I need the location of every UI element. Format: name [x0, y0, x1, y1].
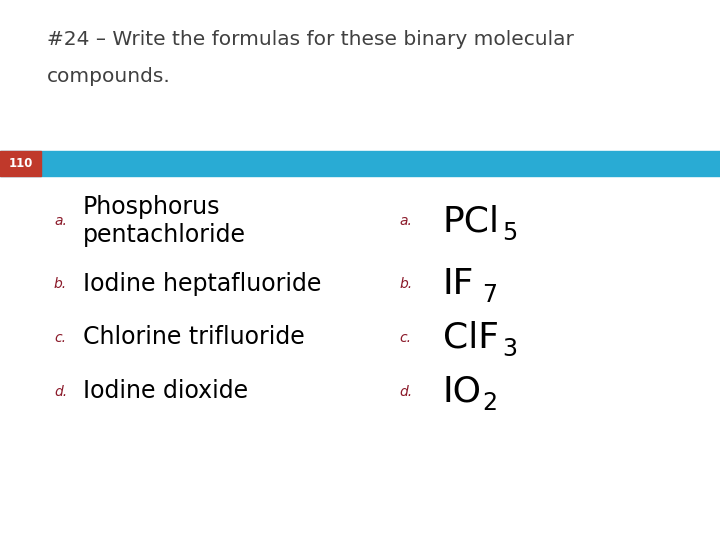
Text: IF: IF [443, 267, 474, 300]
Text: c.: c. [54, 330, 66, 345]
Text: a.: a. [54, 214, 67, 228]
Text: IO: IO [443, 375, 482, 408]
Text: 2: 2 [482, 392, 498, 415]
Text: b.: b. [54, 276, 67, 291]
Text: compounds.: compounds. [47, 68, 171, 86]
Text: Iodine dioxide: Iodine dioxide [83, 380, 248, 403]
Text: PCl: PCl [443, 205, 500, 238]
Text: #24 – Write the formulas for these binary molecular: #24 – Write the formulas for these binar… [47, 30, 574, 49]
Bar [0, 151, 41, 176]
Text: 5: 5 [503, 221, 518, 245]
Text: Phosphorus: Phosphorus [83, 195, 220, 219]
Text: pentachloride: pentachloride [83, 224, 246, 247]
Text: ClF: ClF [443, 321, 499, 354]
Text: a.: a. [400, 214, 413, 228]
Text: c.: c. [400, 330, 412, 345]
Text: Iodine heptafluoride: Iodine heptafluoride [83, 272, 321, 295]
Text: Chlorine trifluoride: Chlorine trifluoride [83, 326, 305, 349]
Text: 3: 3 [503, 338, 518, 361]
Text: 7: 7 [482, 284, 498, 307]
Text: b.: b. [400, 276, 413, 291]
Bar [0, 151, 720, 176]
Text: 110: 110 [9, 157, 32, 170]
Text: d.: d. [400, 384, 413, 399]
Text: d.: d. [54, 384, 67, 399]
